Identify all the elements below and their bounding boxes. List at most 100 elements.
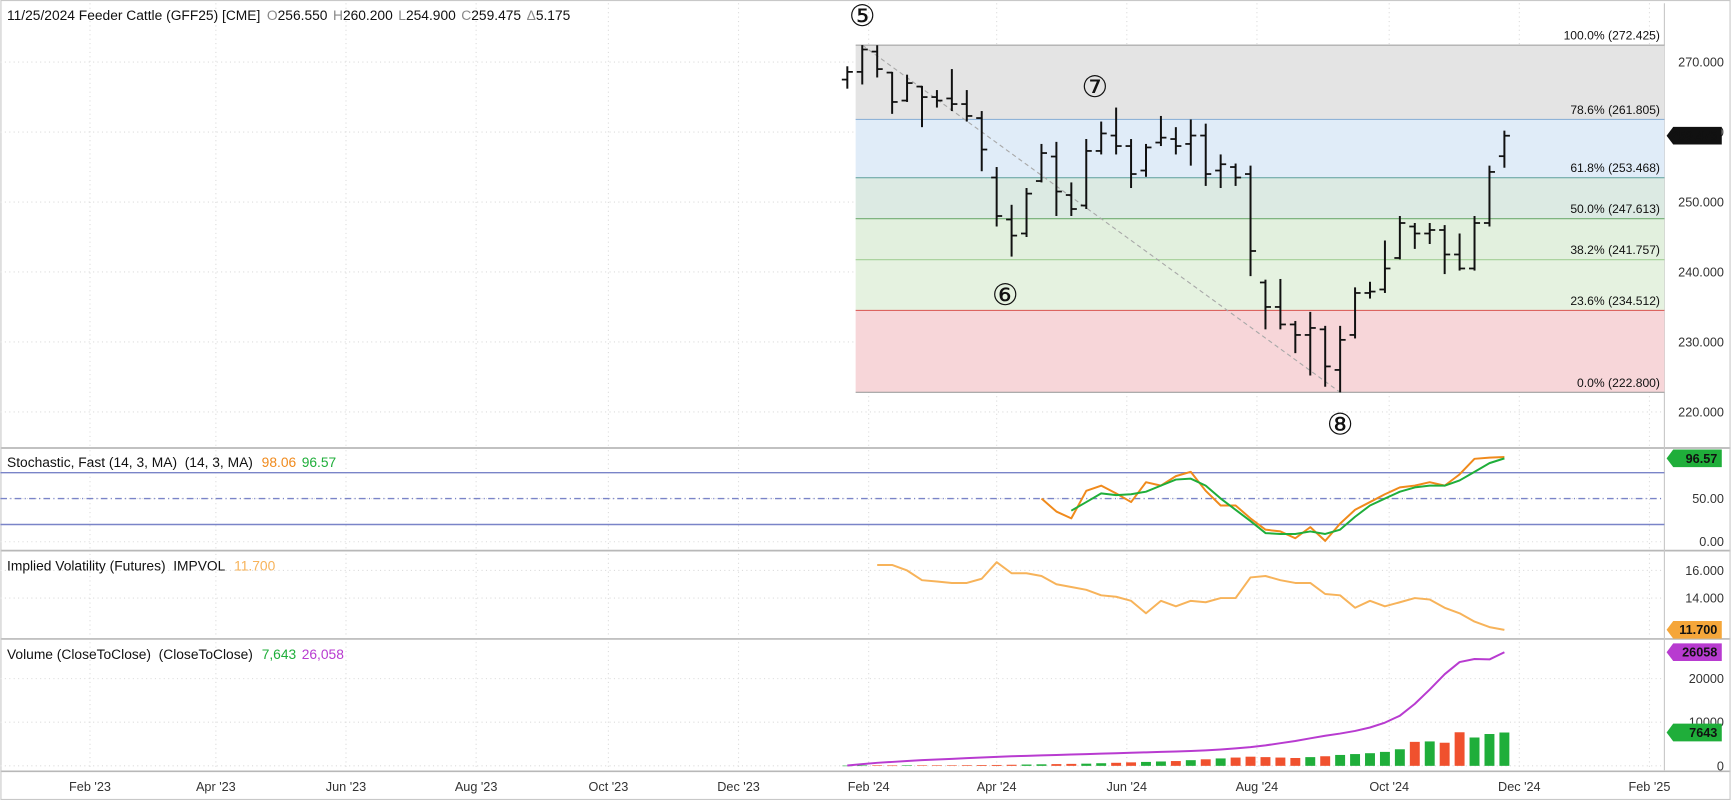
x-tick-label: Oct '24 <box>1369 780 1409 794</box>
fib-band <box>855 310 1665 393</box>
volume-bar <box>1394 749 1405 766</box>
fib-band <box>855 119 1665 178</box>
volume-bar <box>1439 742 1450 766</box>
badge-shape <box>1666 723 1722 742</box>
volume-bar <box>1260 757 1271 766</box>
volume-bar <box>1021 764 1032 766</box>
last-value-badge: 259.475 <box>1666 126 1722 145</box>
volume-bar <box>1275 757 1286 766</box>
x-tick-label: Feb '24 <box>848 780 890 794</box>
badge-shape <box>1666 620 1722 639</box>
fib-band <box>855 45 1665 120</box>
volume-bar <box>917 765 927 766</box>
volume-bar <box>1096 763 1107 766</box>
x-tick-label: Aug '23 <box>455 780 498 794</box>
volume-bar <box>1245 756 1256 766</box>
wave-label: ⑤ <box>849 0 876 34</box>
volume-bar <box>887 765 898 767</box>
badge-text: 96.57 <box>1686 452 1718 466</box>
volume-bar <box>1365 753 1375 766</box>
x-tick-label: Jun '24 <box>1107 780 1147 794</box>
volume-bar <box>1215 758 1226 766</box>
volume-bar <box>1484 734 1495 766</box>
y-tick-label: 14.000 <box>1685 591 1724 605</box>
chart-title: 11/25/2024 Feeder Cattle (GFF25) [CME] <box>7 8 260 23</box>
volume-bar <box>1454 732 1465 766</box>
panel-title: Volume (CloseToClose) (CloseToClose) <box>7 647 253 662</box>
legend-value: 26,058 <box>302 647 344 662</box>
panel-header: Stochastic, Fast (14, 3, MA) (14, 3, MA)… <box>7 455 336 470</box>
volume-bar <box>1499 732 1510 766</box>
fib-level-label: 100.0% (272.425) <box>1564 29 1660 43</box>
volume-bar <box>1081 763 1092 766</box>
volume-bar <box>872 765 883 766</box>
stat-value: 256.550 <box>278 8 328 23</box>
legend-value: 96.57 <box>302 455 337 470</box>
x-tick-label: Dec '23 <box>717 780 760 794</box>
panel-title: Stochastic, Fast (14, 3, MA) (14, 3, MA) <box>7 455 253 470</box>
badge-shape <box>1666 449 1722 468</box>
volume-bar <box>1320 756 1331 766</box>
fib-level-label: 23.6% (234.512) <box>1570 294 1660 308</box>
y-tick-label: 220.000 <box>1678 405 1724 419</box>
y-tick-label: 250.000 <box>1678 195 1724 209</box>
panel-header: Implied Volatility (Futures) IMPVOL 11.70… <box>7 558 276 573</box>
series-line <box>847 651 1505 767</box>
trend-line <box>861 44 1341 393</box>
fib-band <box>855 259 1665 311</box>
volume-bar <box>931 765 942 766</box>
volume-bar <box>1424 741 1435 766</box>
last-value-badge: 96.57 <box>1666 449 1722 468</box>
y-tick-label: 240.000 <box>1678 265 1724 279</box>
fib-level-label: 78.6% (261.805) <box>1570 103 1660 117</box>
series-line <box>1070 457 1505 535</box>
fib-band <box>855 177 1665 219</box>
volume-bar <box>1126 762 1137 766</box>
y-tick-label: 0.00 <box>1699 535 1724 549</box>
badge-text: 11.700 <box>1679 623 1717 637</box>
last-value-badge: 11.700 <box>1666 620 1722 639</box>
badge-text: 7643 <box>1689 726 1717 740</box>
volume-bar <box>1185 760 1196 766</box>
x-tick-label: Jun '23 <box>326 780 366 794</box>
fib-band <box>855 218 1665 260</box>
panel-title: Implied Volatility (Futures) IMPVOL <box>7 558 226 573</box>
volume-bar <box>857 765 868 767</box>
series-line <box>877 561 1505 631</box>
chart-header: 11/25/2024 Feeder Cattle (GFF25) [CME] O2… <box>7 8 571 23</box>
volume-bar <box>1409 741 1420 766</box>
fib-level-label: 50.0% (247.613) <box>1570 202 1660 216</box>
legend-value: 7,643 <box>262 647 297 662</box>
volume-bar <box>1335 754 1346 766</box>
x-tick-label: Dec '24 <box>1498 780 1541 794</box>
volume-bar <box>991 764 1002 766</box>
legend-value: 11.700 <box>234 558 275 573</box>
stat-key: C <box>461 8 471 23</box>
wave-label: ⑧ <box>1327 407 1354 442</box>
badge-shape <box>1666 126 1722 145</box>
volume-bar <box>1200 759 1211 766</box>
volume-bar <box>976 765 987 766</box>
volume-bar <box>1350 754 1361 766</box>
y-tick-label: 16.000 <box>1685 564 1724 578</box>
x-tick-label: Feb '23 <box>69 780 111 794</box>
wave-label: ⑦ <box>1081 70 1108 105</box>
wave-label: ⑥ <box>992 278 1019 313</box>
volume-bar <box>842 765 853 767</box>
stat-value: 254.900 <box>406 8 456 23</box>
legend-value: 98.06 <box>262 455 297 470</box>
y-tick-label: 20000 <box>1689 672 1724 686</box>
volume-bar <box>946 765 957 766</box>
volume-bar <box>1051 764 1062 766</box>
volume-bar <box>1469 737 1480 766</box>
volume-bar <box>1379 751 1390 766</box>
volume-bar <box>1036 764 1047 766</box>
y-tick-label: 0 <box>1717 759 1724 773</box>
volume-bar <box>961 765 972 766</box>
x-tick-label: Aug '24 <box>1236 780 1279 794</box>
panel-header: Volume (CloseToClose) (CloseToClose) 7,64… <box>7 647 344 662</box>
x-tick-label: Feb '25 <box>1629 780 1671 794</box>
